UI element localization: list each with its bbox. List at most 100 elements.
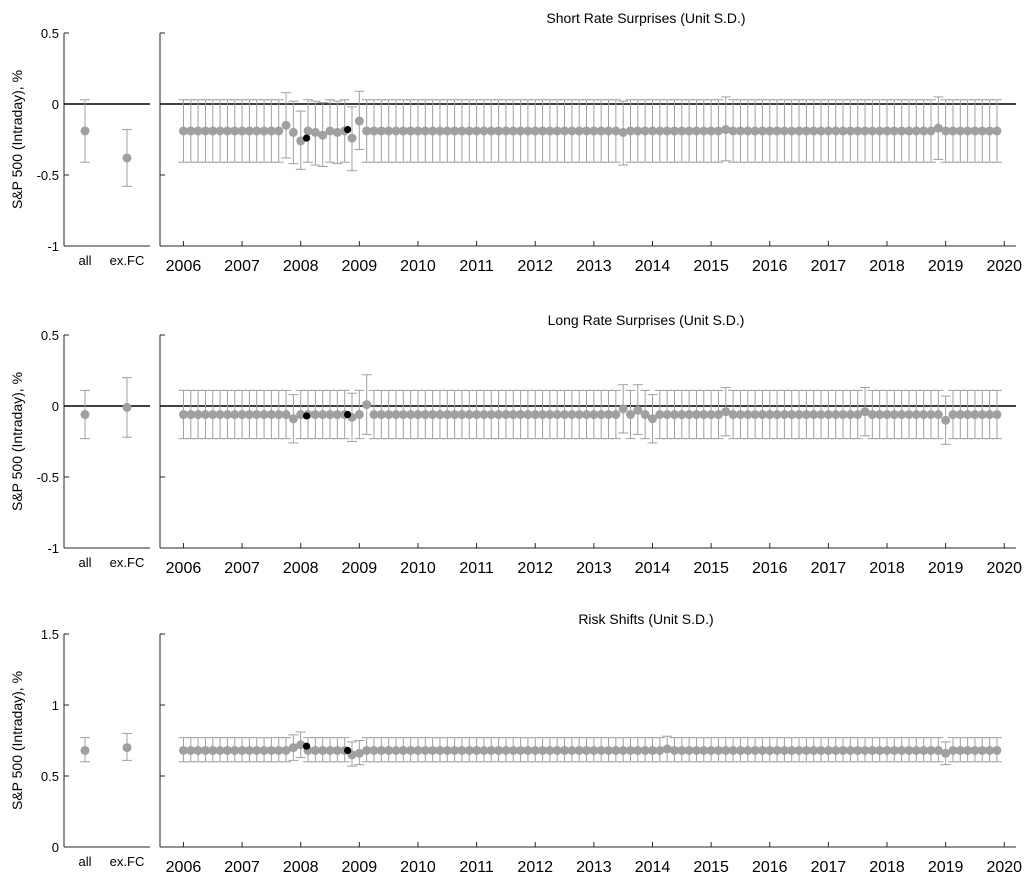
data-point bbox=[948, 410, 958, 420]
data-point bbox=[633, 126, 643, 136]
data-point bbox=[933, 123, 943, 133]
data-point bbox=[479, 126, 489, 136]
data-point bbox=[332, 745, 342, 755]
data-point bbox=[186, 410, 196, 420]
data-point bbox=[860, 745, 870, 755]
x-tick-label: 2019 bbox=[928, 560, 964, 577]
data-point bbox=[794, 745, 804, 755]
data-point bbox=[684, 126, 694, 136]
data-point bbox=[721, 125, 731, 135]
data-point bbox=[574, 126, 584, 136]
highlight-point bbox=[302, 134, 311, 142]
data-point bbox=[779, 126, 789, 136]
data-point bbox=[604, 126, 614, 136]
x-tick-label: 2007 bbox=[224, 258, 260, 275]
data-point bbox=[178, 126, 188, 136]
data-point bbox=[428, 745, 438, 755]
data-point bbox=[933, 410, 943, 420]
data-point bbox=[376, 126, 386, 136]
data-point bbox=[735, 126, 745, 136]
data-point bbox=[713, 745, 723, 755]
data-point bbox=[889, 410, 899, 420]
data-point bbox=[178, 745, 188, 755]
data-point bbox=[200, 126, 210, 136]
x-tick-label: 2012 bbox=[517, 560, 553, 577]
panel-3: Risk Shifts (Unit S.D.) S&P 500 (Intraday… bbox=[9, 611, 1022, 876]
y-tick-label: 0.5 bbox=[41, 769, 59, 784]
x-tick-label: 2020 bbox=[986, 560, 1022, 577]
x-tick-label: 2012 bbox=[517, 859, 553, 876]
data-point bbox=[237, 126, 247, 136]
x-tick-label: 2007 bbox=[224, 859, 260, 876]
data-point bbox=[706, 126, 716, 136]
x-tick-label: 2020 bbox=[986, 859, 1022, 876]
y-tick-label: 0.5 bbox=[41, 26, 59, 41]
panel-1: Short Rate Surprises (Unit S.D.) S&P 500 … bbox=[9, 10, 1022, 275]
data-point bbox=[970, 410, 980, 420]
data-point bbox=[391, 126, 401, 136]
x-tick-label: 2015 bbox=[693, 859, 729, 876]
data-point bbox=[611, 410, 621, 420]
data-point bbox=[911, 410, 921, 420]
data-point bbox=[186, 126, 196, 136]
data-point bbox=[955, 126, 965, 136]
data-point bbox=[384, 410, 394, 420]
data-point bbox=[809, 126, 819, 136]
data-point bbox=[926, 745, 936, 755]
x-tick-label: 2018 bbox=[869, 859, 905, 876]
data-point bbox=[706, 410, 716, 420]
y-axis-label: S&P 500 (Intraday), % bbox=[9, 372, 25, 511]
highlight-point bbox=[302, 742, 311, 750]
data-point bbox=[647, 126, 657, 136]
data-point bbox=[369, 745, 379, 755]
data-point bbox=[655, 745, 665, 755]
x-tick-label: 2017 bbox=[811, 258, 847, 275]
data-point bbox=[831, 745, 841, 755]
summary-point bbox=[80, 745, 90, 755]
data-point bbox=[369, 410, 379, 420]
data-point bbox=[728, 410, 738, 420]
data-point bbox=[721, 745, 731, 755]
data-point bbox=[274, 410, 284, 420]
data-point bbox=[772, 126, 782, 136]
timeseries-axes: 2006 2007 2008 2009 2010 2011 2012 2013 2014 2015… bbox=[159, 334, 1022, 577]
data-point bbox=[882, 126, 892, 136]
x-tick-label: 2014 bbox=[635, 859, 671, 876]
data-point bbox=[464, 410, 474, 420]
data-point bbox=[318, 130, 328, 140]
data-point bbox=[743, 126, 753, 136]
data-point bbox=[897, 745, 907, 755]
y-tick-label: -0.5 bbox=[37, 470, 59, 485]
data-point bbox=[472, 410, 482, 420]
x-tick-label: 2017 bbox=[811, 560, 847, 577]
data-point bbox=[325, 410, 335, 420]
data-point bbox=[655, 410, 665, 420]
data-point bbox=[801, 126, 811, 136]
data-point bbox=[472, 745, 482, 755]
highlight-point bbox=[302, 412, 311, 420]
x-tick-label: 2010 bbox=[400, 859, 436, 876]
series bbox=[178, 90, 1002, 172]
data-point bbox=[743, 745, 753, 755]
highlight-point bbox=[344, 410, 352, 419]
panel-2: Long Rate Surprises (Unit S.D.) S&P 500 (… bbox=[9, 312, 1022, 577]
data-point bbox=[450, 126, 460, 136]
data-point bbox=[362, 126, 372, 136]
data-point bbox=[985, 410, 995, 420]
data-point bbox=[252, 745, 262, 755]
data-point bbox=[442, 745, 452, 755]
data-point bbox=[582, 745, 592, 755]
x-tick-label: 2010 bbox=[400, 560, 436, 577]
data-point bbox=[230, 410, 240, 420]
data-point bbox=[325, 126, 335, 136]
data-point bbox=[963, 410, 973, 420]
data-point bbox=[406, 126, 416, 136]
data-point bbox=[567, 745, 577, 755]
data-point bbox=[523, 745, 533, 755]
data-point bbox=[875, 745, 885, 755]
data-point bbox=[266, 126, 276, 136]
data-point bbox=[948, 126, 958, 136]
data-point bbox=[640, 410, 650, 420]
data-point bbox=[494, 745, 504, 755]
data-point bbox=[823, 745, 833, 755]
